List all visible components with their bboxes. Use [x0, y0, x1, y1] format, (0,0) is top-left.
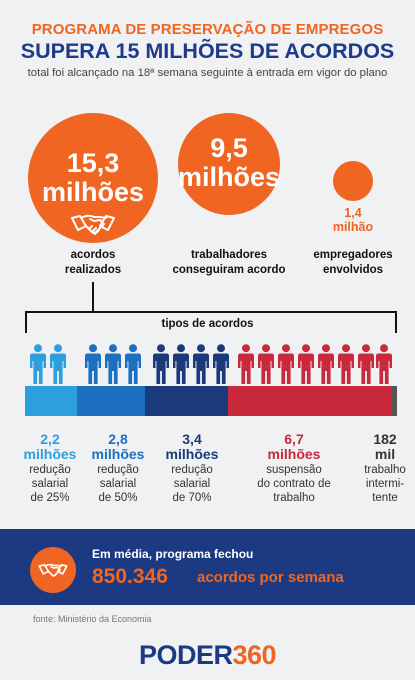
type-desc-line: salarial [173, 478, 211, 490]
person-icon [298, 344, 314, 384]
stat-label-trabalhadores: trabalhadores conseguiram acordo [164, 248, 294, 278]
bar-segment-intermitente [392, 386, 397, 416]
person-icon [173, 344, 189, 384]
banner-number: 850.346 [92, 565, 168, 588]
subtitle: total foi alcançado na 18ª semana seguin… [27, 67, 388, 79]
bar-segment-70 [145, 386, 228, 416]
stat-unit: milhão [332, 220, 374, 234]
type-desc-line: trabalho [364, 464, 406, 476]
person-icon [125, 344, 141, 384]
stat-label-line: empregadores [313, 249, 393, 261]
person-icon [376, 344, 392, 384]
person-icon [85, 344, 101, 384]
bracket-stem [92, 282, 94, 312]
type-desc-line: trabalho [273, 492, 315, 504]
type-desc-line: de 70% [172, 492, 212, 504]
banner-text: Em média, programa fechou [92, 547, 254, 561]
stat-circle-acordos: 15,3 milhões [28, 113, 158, 243]
stat-value-empregadores: 1,4 milhão [300, 206, 406, 234]
type-number: 6,7 [284, 431, 304, 447]
stat-label-line: conseguiram acordo [172, 264, 286, 276]
type-desc-line: redução [171, 464, 213, 476]
type-25: 2,2 milhões redução salarial de 25% [18, 432, 82, 505]
type-unit: milhões [23, 446, 77, 462]
type-desc-line: do contrato de [257, 478, 331, 490]
type-desc-line: intermi- [365, 478, 405, 490]
type-unit: milhões [267, 446, 321, 462]
bracket-left-tick [25, 311, 27, 333]
bracket-horizontal [25, 311, 397, 313]
handshake-icon [71, 214, 115, 235]
person-icon [338, 344, 354, 384]
type-50: 2,8 milhões redução salarial de 50% [86, 432, 150, 505]
handshake-icon [38, 563, 68, 577]
type-unit: mil [374, 446, 396, 462]
bar-segment-suspensao [228, 386, 392, 416]
type-unit: milhões [91, 446, 145, 462]
type-suspensao: 6,7 milhões suspensão do contrato de tra… [246, 432, 342, 505]
person-icon [105, 344, 121, 384]
main-title: SUPERA 15 MILHÕES DE ACORDOS [20, 39, 395, 63]
stat-label-line: envolvidos [322, 264, 384, 276]
stat-label-acordos: acordos realizados [28, 248, 158, 278]
type-intermitente: 182 mil trabalho intermi- tente [355, 432, 415, 505]
type-desc: suspensão do contrato de trabalho [246, 463, 342, 505]
type-desc-line: de 50% [98, 492, 138, 504]
type-desc-line: salarial [31, 478, 69, 490]
stat-circle-trabalhadores: 9,5 milhões [178, 113, 280, 215]
type-unit: milhões [165, 446, 219, 462]
person-icon [358, 344, 374, 384]
type-desc-line: salarial [99, 478, 137, 490]
type-number: 2,2 [40, 431, 60, 447]
bracket-right-tick [395, 311, 397, 333]
type-desc: redução salarial de 50% [86, 463, 150, 505]
logo-poder: PODER [138, 640, 233, 670]
person-icon [278, 344, 294, 384]
person-icon [153, 344, 169, 384]
type-desc-line: redução [29, 464, 71, 476]
banner-suffix: acordos por semana [197, 569, 344, 586]
source-note: fonte: Ministério da Economia [33, 614, 152, 624]
person-icon [238, 344, 254, 384]
person-icon [50, 344, 66, 384]
types-label: tipos de acordos [161, 318, 254, 330]
stat-number: 1,4 [344, 206, 362, 220]
stat-label-line: realizados [64, 264, 122, 276]
pre-title: PROGRAMA DE PRESERVAÇÃO DE EMPREGOS [31, 21, 384, 38]
person-icon [258, 344, 274, 384]
bar-segment-50 [77, 386, 145, 416]
type-desc-line: de 25% [30, 492, 70, 504]
stat-number: 9,5 [210, 133, 248, 163]
type-number: 2,8 [108, 431, 128, 447]
people-row [30, 344, 392, 384]
stat-number: 15,3 [66, 148, 120, 178]
person-icon [213, 344, 229, 384]
banner-icon-circle [30, 547, 76, 593]
person-icon [193, 344, 209, 384]
stat-label-line: acordos [70, 249, 116, 261]
person-icon [318, 344, 334, 384]
stat-unit: milhões [41, 177, 145, 207]
type-number: 3,4 [182, 431, 202, 447]
type-number: 182 [373, 431, 397, 447]
types-bar [25, 386, 397, 416]
type-desc: redução salarial de 25% [18, 463, 82, 505]
stat-circle-empregadores [333, 161, 373, 201]
person-icon [30, 344, 46, 384]
stat-label-empregadores: empregadores envolvidos [300, 248, 406, 278]
type-desc: trabalho intermi- tente [355, 463, 415, 505]
type-desc-line: suspensão [266, 464, 322, 476]
stat-label-line: trabalhadores [190, 249, 268, 261]
type-desc: redução salarial de 70% [160, 463, 224, 505]
type-70: 3,4 milhões redução salarial de 70% [160, 432, 224, 505]
logo-360: 360 [232, 640, 277, 670]
stat-unit: milhões [178, 162, 281, 192]
bar-segment-25 [25, 386, 77, 416]
type-desc-line: redução [97, 464, 139, 476]
type-desc-line: tente [372, 492, 398, 504]
logo: PODER360 [0, 640, 415, 674]
